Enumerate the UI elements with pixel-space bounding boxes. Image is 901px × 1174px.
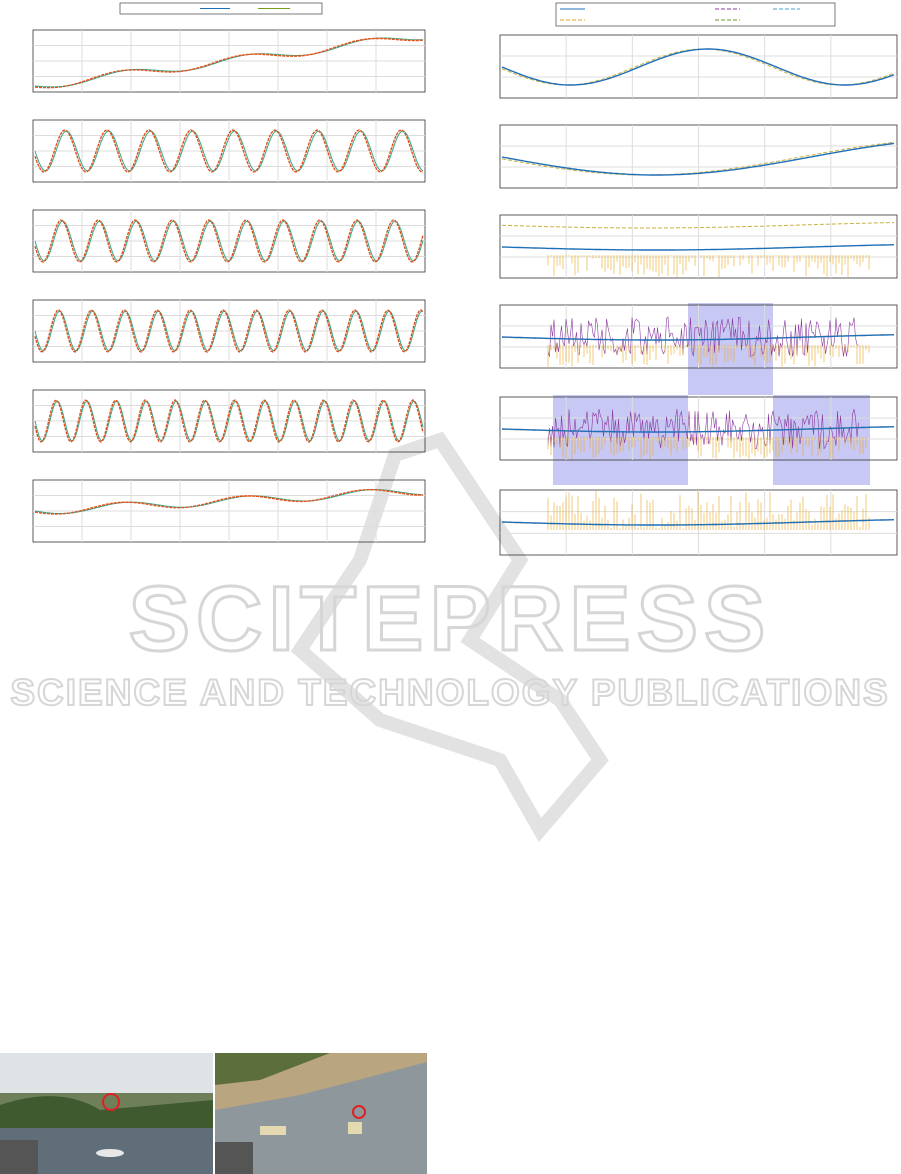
watermark-title: SCITEPRESS: [129, 568, 772, 670]
photo-right-inset: [215, 1142, 253, 1174]
photo-left-boat: [96, 1149, 124, 1157]
legend: [556, 3, 835, 26]
photo-left-sky: [0, 1053, 213, 1093]
page-canvas: SCITEPRESS SCIENCE AND TECHNOLOGY PUBLIC…: [0, 0, 901, 1174]
photo-left-inset: [0, 1140, 38, 1174]
watermark-subtitle: SCIENCE AND TECHNOLOGY PUBLICATIONS: [10, 672, 889, 713]
page: SCITEPRESS SCIENCE AND TECHNOLOGY PUBLIC…: [0, 0, 901, 1174]
spikes: [548, 255, 869, 277]
highlight: [773, 395, 870, 485]
photo-right-raft: [260, 1126, 286, 1135]
photo-right-raft: [348, 1122, 362, 1134]
